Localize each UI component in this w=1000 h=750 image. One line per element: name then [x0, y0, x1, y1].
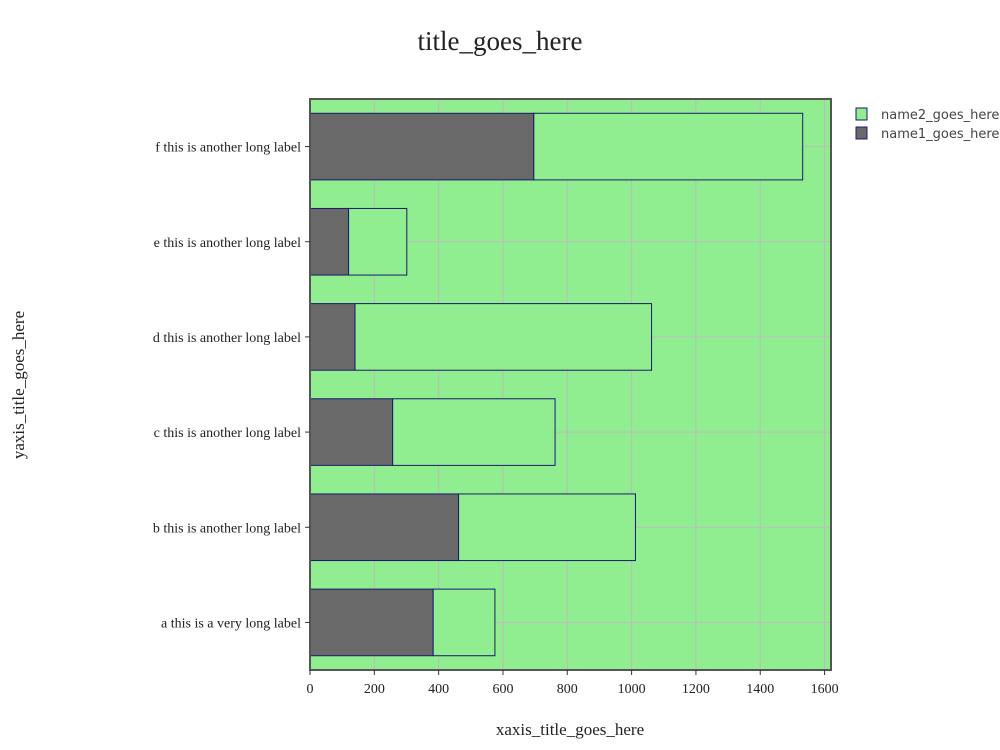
bar-series2 — [392, 398, 556, 466]
legend-label: name2_goes_here — [881, 108, 999, 123]
x-tick-label: 1600 — [811, 682, 839, 697]
y-tick-label: f this is another long label — [155, 141, 301, 156]
legend-label: name1_goes_here — [881, 127, 999, 142]
y-tick-label: a this is a very long label — [161, 616, 301, 631]
x-tick-label: 1400 — [746, 682, 774, 697]
x-tick-label: 600 — [492, 682, 513, 697]
bar-series1 — [309, 207, 350, 276]
plot-area — [310, 99, 831, 670]
legend-swatch — [855, 126, 868, 140]
y-tick-label: d this is another long label — [153, 331, 301, 346]
bar-series1 — [309, 303, 356, 371]
y-tick-label: e this is another long label — [154, 236, 301, 251]
y-axis-title: yaxis_title_goes_here — [9, 311, 28, 459]
x-tick-label: 1000 — [618, 682, 646, 697]
bar-series2 — [458, 493, 636, 562]
legend: name2_goes_here name1_goes_here — [855, 107, 999, 142]
legend-swatch — [855, 107, 868, 121]
bar-series2 — [354, 303, 653, 371]
x-tick-label: 0 — [307, 682, 314, 697]
x-tick-label: 200 — [364, 682, 385, 697]
x-axis-title: xaxis_title_goes_here — [496, 720, 644, 739]
bars — [309, 112, 804, 657]
bar-series1 — [309, 112, 535, 181]
plot-frame — [309, 98, 832, 671]
bar-series2 — [348, 207, 408, 276]
bar-series2 — [533, 112, 804, 181]
bar-series1 — [309, 398, 394, 466]
y-tick-label: c this is another long label — [154, 426, 301, 441]
chart-title: title_goes_here — [418, 26, 583, 56]
y-axis: a this is a very long label b this is ano… — [153, 141, 310, 631]
x-tick-label: 1200 — [682, 682, 710, 697]
bar-series1 — [309, 588, 434, 657]
bar-series1 — [309, 493, 460, 562]
bar-series2 — [432, 588, 496, 657]
x-tick-label: 800 — [557, 682, 578, 697]
x-tick-label: 400 — [428, 682, 449, 697]
x-axis: 0 200 400 600 800 1000 1200 1400 1600 — [307, 670, 839, 697]
y-tick-label: b this is another long label — [153, 521, 301, 536]
